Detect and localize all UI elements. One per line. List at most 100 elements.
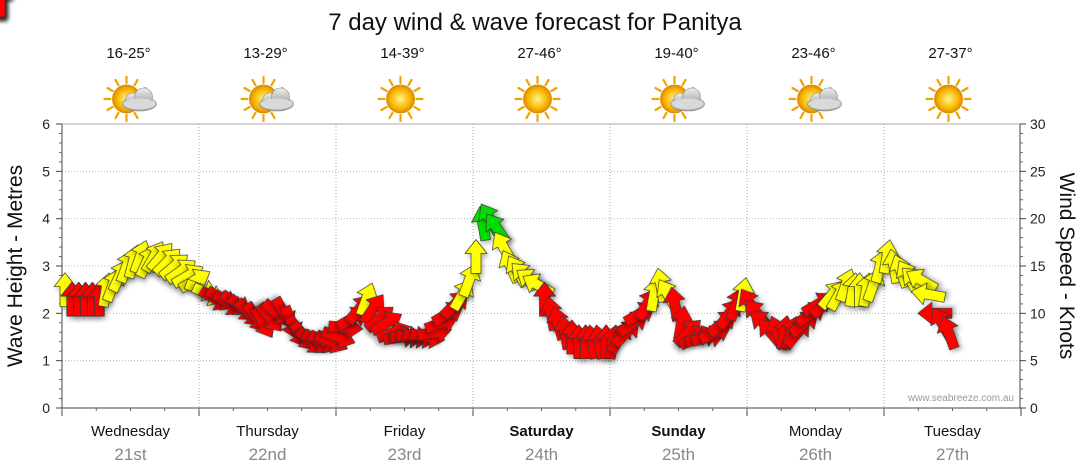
sunny-icon [925, 75, 972, 123]
sun-ray [799, 78, 805, 87]
sun-ray [243, 105, 251, 112]
sun-ray [654, 86, 662, 93]
sun-ray [413, 105, 421, 112]
sun-ray [517, 105, 525, 112]
sun-ray [955, 78, 961, 87]
sun-ray [525, 111, 531, 120]
cloud-shape [122, 87, 157, 112]
sunny-icon [514, 75, 561, 123]
sun-ray [681, 111, 687, 120]
sun-ray [413, 86, 421, 93]
sun-ray [106, 105, 114, 112]
sun-ray [928, 86, 936, 93]
sun-ray [654, 105, 662, 112]
sun-ray [251, 111, 257, 120]
day-date-label: 23rd [387, 445, 421, 464]
sun-ray [662, 78, 668, 87]
day-name-label: Monday [789, 423, 843, 440]
watermark: www.seabreeze.com.au [907, 393, 1014, 404]
temperature-range: 23-46° [791, 45, 835, 62]
sun-ray [525, 78, 531, 87]
left-tick-label: 5 [42, 163, 50, 179]
temperature-range: 27-37° [928, 45, 972, 62]
sun-ray [133, 78, 139, 87]
sun-ray [388, 78, 394, 87]
sun-ray [380, 86, 388, 93]
wind-arrow [936, 315, 960, 351]
sun-ray [928, 105, 936, 112]
wind-arrow [464, 239, 488, 274]
right-tick-label: 0 [1030, 400, 1038, 416]
sun-ray [936, 78, 942, 87]
y-axis-left-label: Wave Height - Metres [4, 165, 27, 367]
sun-ray [799, 111, 805, 120]
sun-ray [544, 78, 550, 87]
sun-ray [380, 105, 388, 112]
sun-ray [544, 111, 550, 120]
day-date-label: 21st [114, 445, 146, 464]
sun-ray [662, 111, 668, 120]
sun-ray [407, 78, 413, 87]
cloud-shape [670, 87, 705, 112]
temperature-range: 16-25° [106, 45, 150, 62]
sun-ray [936, 111, 942, 120]
sun-ray [114, 111, 120, 120]
day-date-label: 25th [662, 445, 695, 464]
sun-ray [791, 86, 799, 93]
left-tick-label: 0 [42, 400, 50, 416]
wind-arrow [911, 282, 947, 306]
right-axis: 0 5 10 15 20 25 30 [1019, 116, 1046, 416]
partly-cloudy-icon [651, 75, 705, 123]
cloud-shape [807, 87, 842, 112]
sun-ray [407, 111, 413, 120]
sun-disc [523, 84, 552, 114]
weather-row: 16-25° 13-29° 14-39° 27-46° 19-40° 23-46° 27-3… [103, 45, 973, 123]
temperature-range: 19-40° [654, 45, 698, 62]
day-date-label: 24th [525, 445, 558, 464]
left-axis: 0 1 2 3 4 5 6 [42, 116, 63, 416]
sun-ray [243, 86, 251, 93]
left-tick-label: 4 [42, 211, 50, 227]
sun-ray [114, 78, 120, 87]
day-name-label: Wednesday [91, 423, 170, 440]
sun-disc [386, 84, 415, 114]
sun-ray [961, 105, 969, 112]
sun-ray [270, 111, 276, 120]
sun-ray [550, 86, 558, 93]
temperature-range: 27-46° [517, 45, 561, 62]
day-name-label: Sunday [651, 423, 706, 440]
right-tick-label: 10 [1030, 305, 1046, 321]
temperature-range: 14-39° [380, 45, 424, 62]
sun-ray [106, 86, 114, 93]
sun-ray [133, 111, 139, 120]
day-date-label: 27th [936, 445, 969, 464]
day-date-label: 22nd [249, 445, 287, 464]
sun-ray [818, 111, 824, 120]
day-date-label: 26th [799, 445, 832, 464]
left-tick-label: 3 [42, 258, 50, 274]
wind-arrow [533, 281, 556, 317]
sun-disc [934, 84, 963, 114]
x-axis: Wednesday 21st Thursday 22nd Friday 23rd Satur… [61, 407, 1022, 464]
sun-ray [818, 78, 824, 87]
partly-cloudy-icon [240, 75, 294, 123]
left-tick-label: 6 [42, 116, 50, 132]
partly-cloudy-icon [103, 75, 157, 123]
sunny-icon [377, 75, 424, 123]
sun-ray [681, 78, 687, 87]
left-tick-label: 2 [42, 305, 50, 321]
right-tick-label: 30 [1030, 116, 1046, 132]
sun-ray [550, 105, 558, 112]
day-name-label: Saturday [509, 423, 574, 440]
right-tick-label: 15 [1030, 258, 1046, 274]
left-tick-label: 1 [42, 353, 50, 369]
sun-ray [517, 86, 525, 93]
right-tick-label: 5 [1030, 353, 1038, 369]
wind-arrow [0, 0, 6, 18]
cloud-shape [259, 87, 294, 112]
wind-arrow [906, 268, 939, 294]
partly-cloudy-icon [788, 75, 842, 123]
day-name-label: Friday [384, 423, 426, 440]
